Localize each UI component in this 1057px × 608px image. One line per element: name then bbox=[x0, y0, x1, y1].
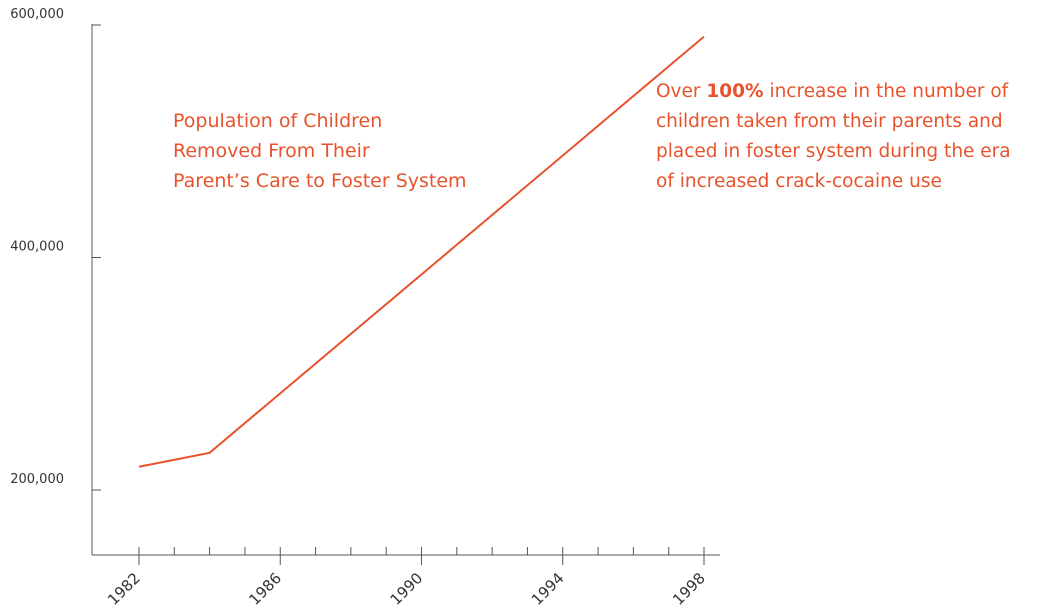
x-tick-label: 1986 bbox=[245, 569, 285, 608]
x-tick-label: 1990 bbox=[387, 569, 427, 608]
chart-annotation: Over 100% increase in the number of chil… bbox=[656, 77, 1056, 197]
chart-title-line-3: Parent’s Care to Foster System bbox=[173, 170, 467, 192]
annotation-line-2: children taken from their parents and bbox=[656, 111, 1003, 132]
annotation-line-1: Over 100% increase in the number of bbox=[656, 77, 1056, 107]
y-axis-ticks: 600,000 400,000 200,000 bbox=[10, 7, 101, 491]
series-layer bbox=[138, 35, 705, 468]
x-axis-ticks: 1982 1986 1990 1994 1998 bbox=[104, 547, 709, 608]
y-tick-label: 200,000 bbox=[10, 472, 64, 487]
x-tick-label: 1982 bbox=[104, 569, 144, 608]
annotation-prefix: Over bbox=[656, 81, 701, 102]
annotation-highlight-percent: 100% bbox=[706, 81, 764, 102]
annotation-suffix: increase in the number of bbox=[769, 81, 1009, 102]
x-tick-label: 1998 bbox=[669, 569, 709, 608]
annotation-line-4: of increased crack-cocaine use bbox=[656, 171, 942, 192]
chart-title-line-2: Removed From Their bbox=[173, 140, 370, 162]
series-line bbox=[138, 35, 705, 468]
x-tick-label: 1994 bbox=[528, 569, 568, 608]
chart-title-line-1: Population of Children bbox=[173, 110, 383, 132]
y-tick-label: 400,000 bbox=[10, 240, 64, 255]
y-tick-label: 600,000 bbox=[10, 7, 64, 22]
annotation-line-3: placed in foster system during the era bbox=[656, 141, 1011, 162]
chart-title: Population of Children Removed From Thei… bbox=[173, 106, 513, 196]
